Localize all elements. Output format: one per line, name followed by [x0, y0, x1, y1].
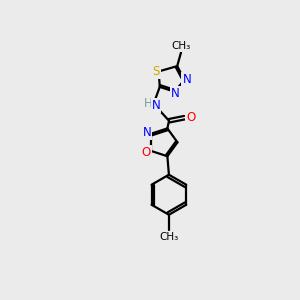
Text: N: N	[182, 73, 191, 85]
Text: N: N	[152, 99, 160, 112]
Text: N: N	[171, 87, 180, 100]
Text: O: O	[142, 146, 151, 159]
Text: CH₃: CH₃	[171, 41, 191, 51]
Text: H: H	[144, 97, 153, 110]
Text: CH₃: CH₃	[159, 232, 178, 242]
Text: N: N	[143, 126, 152, 139]
Text: S: S	[153, 65, 160, 78]
Text: O: O	[186, 111, 195, 124]
